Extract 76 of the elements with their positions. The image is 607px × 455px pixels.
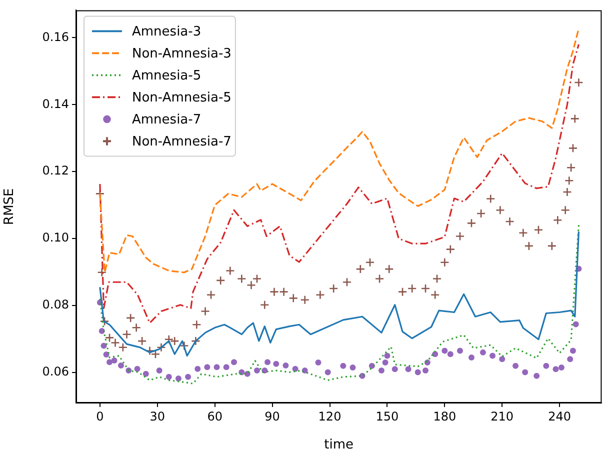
line-series [99,44,580,324]
point [175,376,182,382]
x-axis-title: time [324,438,354,453]
point [103,351,110,358]
point [468,354,474,360]
point [292,366,298,372]
x-tick-label: 90 [264,409,280,424]
point [382,359,388,366]
point [378,368,384,374]
legend-label: Amnesia-5 [132,68,202,84]
y-tick-label: 0.14 [42,96,69,111]
point [231,359,237,366]
point [350,364,356,371]
x-tick-label: 180 [433,409,456,424]
point [194,366,201,372]
y-tick-label: 0.08 [42,298,69,312]
point [214,364,220,370]
point [264,359,271,366]
point [414,369,421,376]
point [166,374,172,380]
x-tick-label: 0 [96,409,104,424]
legend-label: Amnesia-7 [132,112,202,128]
point [142,370,149,377]
point [254,368,260,374]
y-tick-label: 0.12 [42,164,69,178]
point [405,366,412,372]
point [324,369,331,376]
point [392,366,398,372]
point [490,352,496,359]
x-tick-label: 30 [150,409,166,424]
x-tick-label: 120 [318,409,342,424]
point [499,356,506,362]
point [106,359,113,366]
point [282,362,289,368]
y-tick-label: 0.10 [42,230,69,245]
point [273,360,280,367]
x-tick-label: 150 [376,409,399,424]
x-tick-label: 60 [207,409,222,424]
line-series [99,28,580,274]
point [543,362,550,369]
y-tick-label: 0.16 [42,30,69,44]
point [111,357,118,364]
y-tick-label: 0.06 [42,364,69,379]
point [424,359,430,366]
point [315,359,322,366]
point [185,374,192,380]
point [118,362,124,368]
point [223,364,230,370]
point [572,321,579,328]
point [456,348,463,354]
point [534,372,540,379]
legend-label: Amnesia-3 [132,24,202,40]
point [156,368,162,374]
point [567,356,574,362]
point [522,369,528,376]
point [134,366,140,372]
point [204,364,210,370]
point [552,366,559,372]
y-axis-title: RMSE [2,188,18,225]
point [98,328,105,334]
point [340,362,346,369]
x-tick-label: 240 [548,409,572,424]
point [100,342,107,349]
point [126,368,132,374]
point [384,352,390,359]
point [570,348,576,354]
point [422,368,429,374]
point [512,362,519,369]
point [447,351,454,358]
point [442,348,448,354]
legend-label: Non-Amnesia-3 [132,46,232,62]
point [480,349,486,356]
legend-label: Non-Amnesia-7 [132,134,232,150]
x-tick-label: 210 [490,409,514,424]
legend-label: Non-Amnesia-5 [132,90,232,106]
point [558,364,564,371]
